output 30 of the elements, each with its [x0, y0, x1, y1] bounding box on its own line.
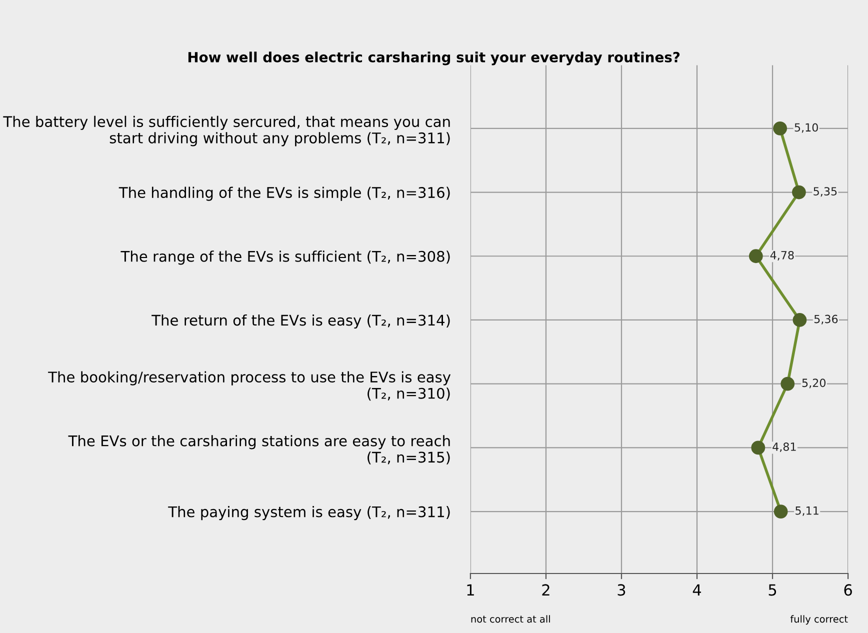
- point: [751, 440, 766, 455]
- y-tick-label: The handling of the EVs is simple (T₂, n=316): [118, 186, 450, 201]
- point: [792, 313, 807, 327]
- data-label: 5,10: [794, 123, 818, 133]
- chart-title: How well does electric carsharing suit your everyday routines?: [188, 52, 680, 66]
- data-label: 5,20: [802, 378, 826, 388]
- data-label: 5,36: [814, 314, 838, 324]
- point: [748, 249, 763, 264]
- x-tick-label: 1: [467, 584, 474, 596]
- y-tick-label: The return of the EVs is easy (T₂, n=314): [152, 314, 450, 329]
- y-tick-label: The EVs or the carsharing stations are easy to reach (T₂, n=315): [68, 435, 450, 464]
- x-tick-label: 6: [844, 584, 852, 596]
- point: [773, 121, 788, 136]
- data-label: 5,11: [796, 506, 818, 516]
- y-tick-label: The booking/reservation process to use the EVs is easy (T₂, n=310): [48, 371, 451, 401]
- text: fully correct: [790, 615, 848, 625]
- x-tick-label: 2: [542, 584, 550, 596]
- point: [792, 185, 806, 200]
- data-label: 5,35: [814, 187, 837, 197]
- x-tick-label: 4: [692, 584, 702, 596]
- point: [774, 504, 788, 518]
- point: [780, 376, 795, 391]
- text: not correct at all: [471, 615, 550, 623]
- x-tick-label: 5: [768, 584, 776, 596]
- y-tick-label: The paying system is easy (T₂, n=311): [168, 506, 450, 520]
- data-label: 4,78: [770, 250, 794, 260]
- x-tick-label: 3: [618, 584, 626, 596]
- y-tick-label: The range of the EVs is sufficient (T₂, n=308): [120, 250, 450, 265]
- data-label: 4,81: [772, 442, 796, 452]
- y-tick-label: The battery level is sufficiently sercured, that means you can start driving without any problems (T₂, n=311): [3, 116, 450, 146]
